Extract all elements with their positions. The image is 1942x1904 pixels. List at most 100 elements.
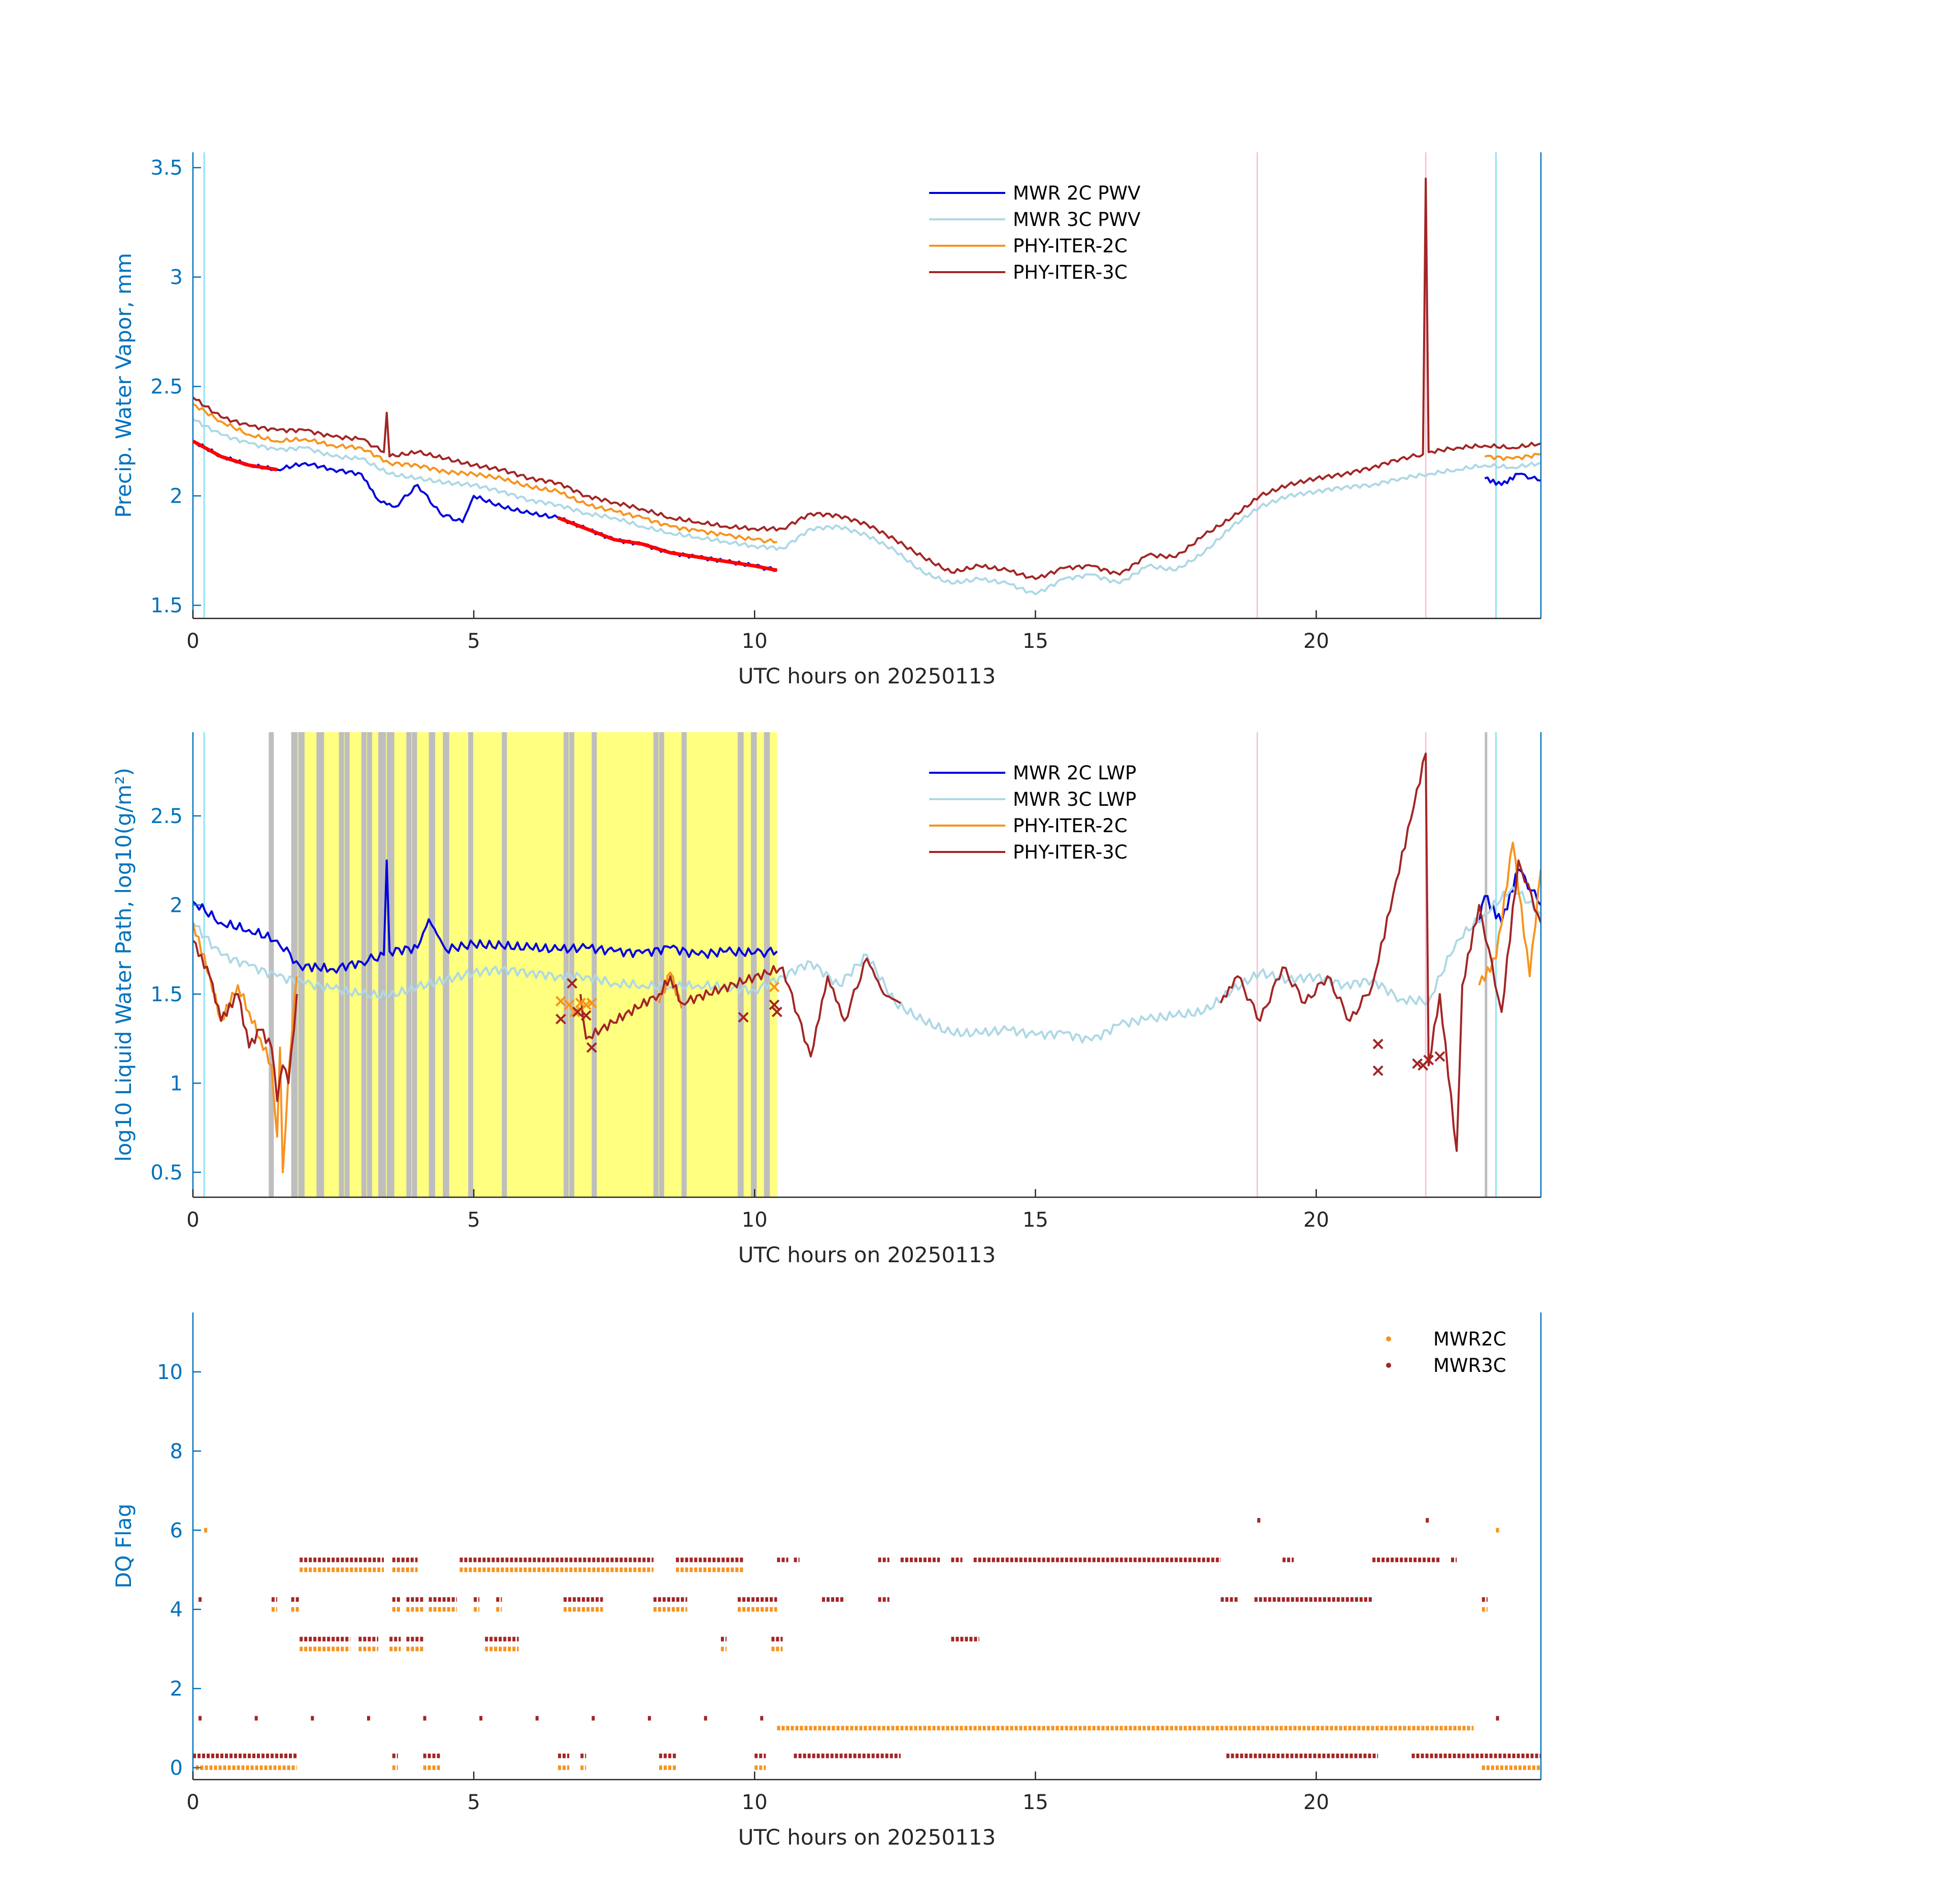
x-marker-phy-iter-2c [569, 1006, 580, 1017]
dq-flag-panel: 0 5 10 15 20 0 2 4 6 8 10 UTC hours on 20250113 DQ F… [111, 1312, 1542, 1850]
rain-span [298, 732, 305, 1197]
rain-span [269, 732, 274, 1197]
legend-label-mwr2c: MWR2C [1433, 1328, 1506, 1350]
legend-swatch-mwr3c [1386, 1363, 1391, 1368]
x-marker-phy-iter-2c [564, 999, 575, 1010]
x-marker-phy-iter-3c [769, 999, 780, 1010]
y-tick-label: 0 [170, 1757, 183, 1780]
x-tick-label: 5 [467, 630, 480, 653]
y-tick-label: 1 [170, 1072, 183, 1095]
rain-span [738, 732, 744, 1197]
rain-span [653, 732, 659, 1197]
x-axis-label: UTC hours on 20250113 [738, 664, 996, 688]
legend: MWR2C MWR3C [1386, 1328, 1506, 1376]
legend-label-mwr3c: MWR3C [1433, 1355, 1506, 1376]
x-tick-label: 20 [1303, 1791, 1329, 1814]
x-tick-label: 0 [186, 1791, 199, 1814]
y-tick-label: 4 [170, 1598, 183, 1622]
y-tick-label: 2 [170, 485, 183, 508]
x-axis-label: UTC hours on 20250113 [738, 1242, 996, 1267]
rain-span [681, 732, 687, 1197]
rain-span [344, 732, 350, 1197]
cloud-span [659, 732, 777, 1197]
x-marker-phy-iter-3c [1434, 1051, 1445, 1062]
y-tick-label: 6 [170, 1519, 183, 1542]
x-tick-label: 10 [742, 1208, 768, 1232]
x-tick-label: 15 [1023, 1791, 1048, 1814]
legend-label-phy-iter-2c: PHY-ITER-2C [1013, 815, 1128, 837]
plot-area [193, 1518, 1541, 1770]
y-tick-label: 2.5 [150, 375, 183, 399]
rain-span [591, 732, 597, 1197]
x-marker-phy-iter-3c [567, 978, 578, 989]
flagged-mwr-2c-pwv [192, 439, 778, 572]
x-tick-label: 10 [742, 630, 768, 653]
plot-area [193, 152, 1541, 618]
rain-span [412, 732, 417, 1197]
rain-span [1485, 732, 1488, 1197]
x-tick-label: 10 [742, 1791, 768, 1814]
series-phy-iter-2c [193, 403, 1541, 544]
series-mwr-3c-lwp [193, 886, 1541, 1044]
series-mwr-2c-pwv [193, 440, 1541, 572]
rain-span [386, 732, 394, 1197]
x-marker-phy-iter-3c [580, 1010, 591, 1021]
x-marker-phy-iter-2c [769, 981, 780, 993]
legend-label-phy-iter-3c: PHY-ITER-3C [1013, 261, 1128, 283]
y-tick-label: 2.5 [150, 805, 183, 828]
rain-span [569, 732, 575, 1197]
x-tick-label: 15 [1023, 1208, 1048, 1232]
rain-span [429, 732, 436, 1197]
y-axis-label: log10 Liquid Water Path, log10(g/m²) [111, 768, 136, 1162]
legend: MWR 2C PWV MWR 3C PWV PHY-ITER-2C PHY-ITER-… [929, 182, 1140, 283]
x-tick-label: 5 [467, 1791, 480, 1814]
rain-span [367, 732, 372, 1197]
legend-label-phy-iter-2c: PHY-ITER-2C [1013, 235, 1128, 257]
series-phy-iter-3c [193, 752, 1541, 1152]
legend-label-mwr-2c-pwv: MWR 2C PWV [1013, 182, 1140, 204]
y-tick-label: 1.5 [150, 594, 183, 617]
x-axis-label: UTC hours on 20250113 [738, 1825, 996, 1850]
x-tick-label: 5 [467, 1208, 480, 1232]
x-marker-phy-iter-3c [555, 1013, 567, 1025]
y-axis-label: Precip. Water Vapor, mm [111, 253, 136, 518]
y-tick-label: 3.5 [150, 156, 183, 180]
rain-span [502, 732, 507, 1197]
rain-span [659, 732, 665, 1197]
legend: MWR 2C LWP MWR 3C LWP PHY-ITER-2C PHY-ITER-… [929, 762, 1136, 863]
rain-span [750, 732, 757, 1197]
x-tick-label: 0 [186, 1208, 199, 1232]
legend-label-mwr-3c-pwv: MWR 3C PWV [1013, 209, 1140, 231]
legend-label-mwr-3c-lwp: MWR 3C LWP [1013, 789, 1136, 810]
rain-span [316, 732, 324, 1197]
x-marker-phy-iter-3c [772, 1006, 782, 1017]
y-tick-label: 2 [170, 894, 183, 917]
y-tick-label: 0.5 [150, 1161, 183, 1185]
y-axis-label: DQ Flag [111, 1504, 136, 1589]
series-mwr-3c-pwv [193, 418, 1541, 596]
y-tick-label: 8 [170, 1440, 183, 1463]
x-tick-label: 0 [186, 630, 199, 653]
y-tick-label: 3 [170, 266, 183, 289]
rain-span [764, 732, 770, 1197]
legend-label-mwr-2c-lwp: MWR 2C LWP [1013, 762, 1136, 784]
plot-area [193, 732, 1541, 1197]
rain-span [468, 732, 474, 1197]
x-marker-phy-iter-3c [1372, 1038, 1384, 1049]
lwp-panel: 0 5 10 15 20 0.5 1 1.5 2 2.5 UTC hours on 20250113… [111, 732, 1542, 1267]
series-phy-iter-3c [193, 177, 1541, 580]
x-marker-phy-iter-3c [586, 1042, 597, 1053]
rain-span [291, 732, 298, 1197]
legend-label-phy-iter-3c: PHY-ITER-3C [1013, 841, 1128, 863]
legend-swatch-mwr2c [1386, 1336, 1391, 1341]
x-tick-label: 15 [1023, 630, 1048, 653]
y-tick-label: 2 [170, 1678, 183, 1701]
x-tick-label: 20 [1303, 1208, 1329, 1232]
rain-span [564, 732, 569, 1197]
x-marker-phy-iter-3c [1423, 1055, 1434, 1066]
cloud-span [456, 732, 660, 1197]
x-marker-phy-iter-3c [572, 1006, 583, 1017]
y-tick-label: 10 [157, 1361, 183, 1384]
rain-span [443, 732, 449, 1197]
